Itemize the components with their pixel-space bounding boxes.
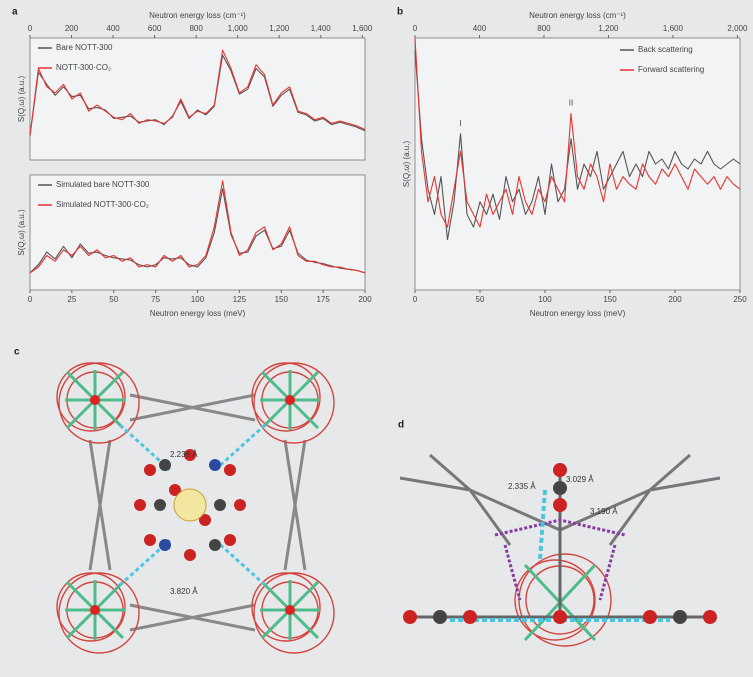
atom	[209, 459, 221, 471]
x2-tick-label: 400	[106, 24, 120, 33]
atom	[154, 499, 166, 511]
x2-tick-label: 800	[189, 24, 203, 33]
y-axis-label: S(Q,ω) (a.u.)	[17, 76, 26, 123]
x2-axis-label: Neutron energy loss (cm⁻¹)	[149, 11, 246, 20]
distance-label: 3.190 Å	[590, 507, 618, 516]
atom	[234, 499, 246, 511]
x-tick-label: 50	[109, 295, 118, 304]
legend-label: Back scattering	[638, 45, 693, 54]
distance-label: 3.029 Å	[566, 475, 594, 484]
x-tick-label: 100	[191, 295, 205, 304]
figure: c d 2.236 Å 3.820 Å 2.335 Å 3.029 Å 3.19…	[0, 0, 753, 677]
atom	[209, 539, 221, 551]
x-tick-label: 0	[28, 295, 33, 304]
atom	[224, 534, 236, 546]
x2-tick-label: 800	[537, 24, 551, 33]
x-axis-label: Neutron energy loss (meV)	[150, 309, 246, 318]
atom	[553, 498, 567, 512]
panel-label: a	[12, 7, 18, 18]
atom	[144, 534, 156, 546]
x2-tick-label: 600	[148, 24, 162, 33]
x2-tick-label: 1,600	[352, 24, 373, 33]
atom	[159, 539, 171, 551]
x-tick-label: 175	[316, 295, 330, 304]
x-tick-label: 125	[233, 295, 247, 304]
x2-tick-label: 1,400	[311, 24, 332, 33]
atom	[184, 549, 196, 561]
y-axis-label: S(Q,ω) (a.u.)	[402, 141, 411, 188]
x2-tick-label: 1,200	[598, 24, 619, 33]
distance-label: 3.820 Å	[170, 587, 198, 596]
distance-label: 2.236 Å	[170, 450, 198, 459]
x-tick-label: 100	[538, 295, 552, 304]
x2-tick-label: 2,000	[727, 24, 748, 33]
atom	[134, 499, 146, 511]
y-axis-label: S(Q,ω) (a.u.)	[17, 209, 26, 256]
atom	[553, 610, 567, 624]
legend-label: NOTT-300·CO₂	[56, 63, 111, 72]
atom	[463, 610, 477, 624]
atom	[214, 499, 226, 511]
x2-axis-label: Neutron energy loss (cm⁻¹)	[529, 11, 626, 20]
metal	[285, 395, 295, 405]
legend-label: Simulated NOTT-300·CO₂	[56, 200, 149, 209]
legend-label: Simulated bare NOTT-300	[56, 180, 150, 189]
x2-tick-label: 1,000	[228, 24, 249, 33]
metal	[285, 605, 295, 615]
atom	[144, 464, 156, 476]
guest	[174, 489, 206, 521]
panel-label: b	[397, 7, 403, 18]
panel-label: c	[14, 347, 20, 358]
x-tick-label: 200	[358, 295, 372, 304]
x-tick-label: 150	[275, 295, 289, 304]
x2-tick-label: 1,600	[663, 24, 684, 33]
metal	[90, 395, 100, 405]
x-tick-label: 200	[668, 295, 682, 304]
atom	[159, 459, 171, 471]
atom	[643, 610, 657, 624]
x2-tick-label: 0	[28, 24, 33, 33]
x-tick-label: 50	[476, 295, 485, 304]
atom	[433, 610, 447, 624]
atom	[673, 610, 687, 624]
x2-tick-label: 200	[65, 24, 79, 33]
atom	[553, 481, 567, 495]
x-tick-label: 75	[151, 295, 160, 304]
x-axis-label: Neutron energy loss (meV)	[530, 309, 626, 318]
annotation: I	[459, 119, 461, 128]
atom	[703, 610, 717, 624]
x-tick-label: 25	[67, 295, 76, 304]
x-tick-label: 250	[733, 295, 747, 304]
x2-tick-label: 400	[473, 24, 487, 33]
plot-frame	[30, 38, 365, 160]
x-tick-label: 150	[603, 295, 617, 304]
metal	[90, 605, 100, 615]
x-tick-label: 0	[413, 295, 418, 304]
atom	[403, 610, 417, 624]
x2-tick-label: 1,200	[269, 24, 290, 33]
atom	[224, 464, 236, 476]
plot-frame	[30, 175, 365, 290]
legend-label: Forward scattering	[638, 65, 704, 74]
x2-tick-label: 0	[413, 24, 418, 33]
legend-label: Bare NOTT-300	[56, 43, 113, 52]
annotation: II	[569, 99, 573, 108]
panel-label: d	[398, 420, 404, 431]
distance-label: 2.335 Å	[508, 482, 536, 491]
atom	[553, 463, 567, 477]
